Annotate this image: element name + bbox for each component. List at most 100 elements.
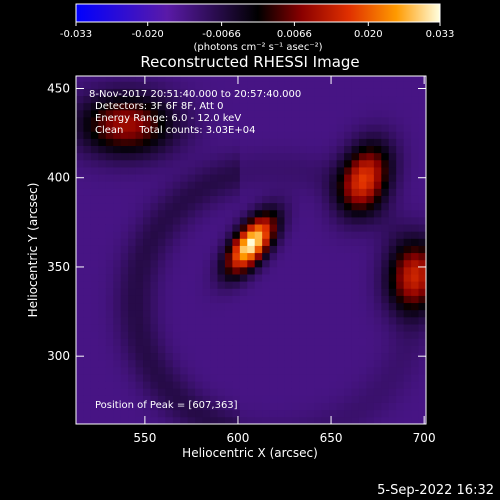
heatmap-cell [396,295,405,304]
heatmap-cell [277,345,285,354]
heatmap-cell [247,366,256,375]
heatmap-cell [187,81,196,89]
heatmap-cell [83,202,92,211]
heatmap-cell [403,259,412,268]
heatmap-cell [83,338,92,346]
heatmap-cell [135,231,144,239]
heatmap-cell [381,152,390,161]
heatmap-cell [165,181,174,189]
heatmap-cell [217,95,226,104]
heatmap-cell [165,416,174,425]
heatmap-cell [113,102,122,111]
heatmap-cell [143,224,151,232]
heatmap-cell [254,331,263,339]
heatmap-cell [113,259,122,268]
heatmap-cell [314,381,323,389]
heatmap-cell [262,117,271,125]
heatmap-cell [113,395,122,403]
heatmap-cell [105,138,114,146]
heatmap-cell [381,416,390,425]
heatmap-cell [83,395,92,403]
heatmap-cell [187,316,196,325]
heatmap-cell [150,366,159,375]
heatmap-cell [411,252,419,261]
heatmap-cell [306,188,315,196]
heatmap-cell [180,252,189,261]
heatmap-cell [120,188,129,196]
heatmap-cell [76,145,84,154]
heatmap-cell [366,76,375,82]
heatmap-cell [157,288,166,296]
heatmap-cell [284,366,293,375]
heatmap-cell [83,231,92,239]
heatmap-cell [381,181,390,189]
heatmap-cell [202,76,211,82]
heatmap-cell [90,202,99,211]
heatmap-cell [381,352,390,361]
heatmap-cell [195,381,203,389]
heatmap-cell [373,309,382,318]
heatmap-cell [120,181,129,189]
heatmap-cell [329,109,338,118]
heatmap-cell [165,245,174,254]
heatmap-cell [344,388,352,396]
heatmap-cell [150,102,159,111]
y-axis-label: Heliocentric Y (arcsec) [26,183,40,318]
heatmap-cell [418,138,427,146]
heatmap-cell [157,331,166,339]
heatmap-cell [344,416,352,425]
heatmap-cell [187,345,196,354]
heatmap-cell [232,366,241,375]
heatmap-cell [239,159,248,168]
heatmap-cell [411,81,419,89]
heatmap-cell [321,274,330,282]
heatmap-cell [336,259,345,268]
heatmap-cell [277,231,285,239]
heatmap-cell [358,316,367,325]
heatmap-cell [210,259,218,268]
heatmap-cell [321,388,330,396]
heatmap-cell [195,252,203,261]
heatmap-cell [366,324,375,332]
heatmap-cell [210,76,218,82]
heatmap-cell [217,167,226,175]
heatmap-cell [143,374,151,382]
heatmap-cell [150,167,159,175]
heatmap-cell [232,231,241,239]
heatmap-cell [262,374,271,382]
heatmap-cell [143,295,151,304]
heatmap-cell [277,152,285,161]
heatmap-cell [217,402,226,411]
heatmap-cell [403,374,412,382]
heatmap-cell [351,216,360,225]
heatmap-cell [172,402,181,411]
heatmap-cell [381,188,390,196]
heatmap-cell [128,374,136,382]
heatmap-cell [388,224,397,232]
heatmap-cell [232,409,241,418]
heatmap-cell [262,224,271,232]
heatmap-cell [239,81,248,89]
heatmap-cell [291,109,300,118]
heatmap-cell [135,388,144,396]
heatmap-cell [217,76,226,82]
heatmap-cell [113,209,122,218]
heatmap-cell [76,266,84,275]
heatmap-cell [239,117,248,125]
heatmap-cell [299,409,308,418]
heatmap-cell [336,316,345,325]
heatmap-cell [358,359,367,368]
heatmap-cell [239,252,248,261]
heatmap-cell [180,359,189,368]
heatmap-cell [291,145,300,154]
heatmap-cell [306,331,315,339]
heatmap-cell [351,102,360,111]
heatmap-cell [381,238,390,246]
heatmap-cell [351,338,360,346]
heatmap-cell [291,76,300,82]
heatmap-cell [150,202,159,211]
heatmap-cell [247,309,256,318]
heatmap-cell [358,402,367,411]
heatmap-cell [418,216,427,225]
